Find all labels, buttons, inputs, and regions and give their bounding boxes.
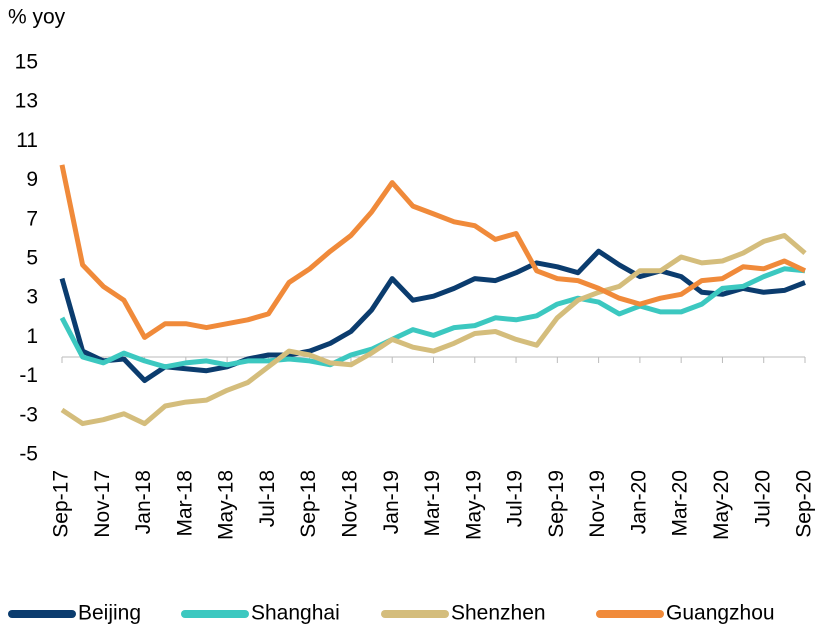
- y-tick-label: 5: [26, 247, 38, 270]
- y-tick-label: -3: [19, 403, 38, 426]
- x-tick-label: Jan-18: [132, 470, 155, 534]
- line-series: [59, 266, 806, 370]
- line-series: [59, 248, 806, 383]
- legend-label: Shenzhen: [451, 602, 546, 625]
- x-tick-label: Mar-20: [669, 470, 692, 537]
- y-tick-label: 7: [26, 207, 38, 230]
- x-tick-label: Jul-19: [504, 470, 527, 527]
- x-tick-label: Sep-20: [793, 470, 815, 538]
- y-tick-label: 1: [26, 325, 38, 348]
- x-tick-label: May-18: [215, 470, 238, 540]
- x-tick-label: May-19: [462, 470, 485, 540]
- legend-label: Shanghai: [251, 602, 340, 625]
- x-tick-label: Jan-20: [627, 470, 650, 534]
- x-tick-label: Mar-19: [421, 470, 444, 537]
- x-tick-label: Mar-18: [173, 470, 196, 537]
- x-tick-label: Jul-20: [751, 470, 774, 527]
- y-tick-label: 3: [26, 286, 38, 309]
- y-tick-label: 9: [26, 168, 38, 191]
- y-tick-label: -5: [19, 443, 38, 466]
- x-tick-label: Jan-19: [380, 470, 403, 534]
- line-series: [59, 164, 807, 340]
- x-tick-label: Nov-17: [91, 470, 114, 538]
- x-tick-label: May-20: [710, 470, 733, 540]
- x-tick-label: Sep-18: [297, 470, 320, 538]
- x-tick-label: Nov-18: [338, 470, 361, 538]
- x-tick-label: Jul-18: [256, 470, 279, 527]
- x-tick-label: Sep-17: [50, 470, 73, 538]
- y-tick-label: 11: [16, 129, 38, 152]
- y-tick-label: 15: [15, 51, 38, 74]
- x-tick-label: Sep-19: [545, 470, 568, 538]
- line-series: [60, 233, 807, 427]
- y-tick-label: 13: [15, 90, 38, 113]
- y-tick-label: -1: [19, 364, 38, 387]
- x-tick-label: Nov-19: [586, 470, 609, 538]
- legend-label: Guangzhou: [666, 602, 775, 625]
- legend-label: Beijing: [78, 602, 141, 625]
- chart-title: % yoy: [8, 6, 66, 29]
